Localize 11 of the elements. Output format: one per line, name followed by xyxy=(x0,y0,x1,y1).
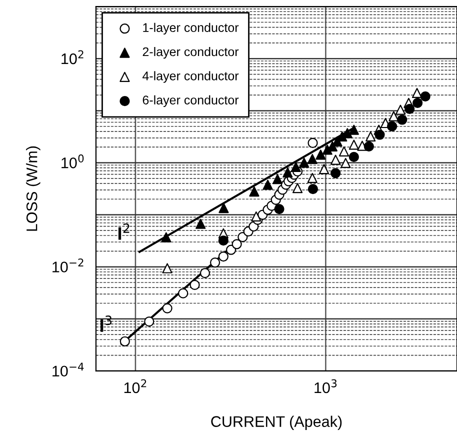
y-tick-label: 10$^{0}$ xyxy=(62,154,84,168)
y-tick-label: 10$^{−4}$ xyxy=(52,362,84,377)
y-tick-label: 10$^{−2}$ xyxy=(52,258,84,272)
legend-label: 6-layer conductor xyxy=(142,95,239,107)
legend-label: 4-layer conductor xyxy=(142,71,239,83)
x-tick-label: 10$^{3}$ xyxy=(314,379,337,394)
y-axis-title: LOSS (W/m) xyxy=(26,146,40,231)
x-axis-title: CURRENT (Apeak) xyxy=(211,416,342,430)
legend-label: 2-layer conductor xyxy=(142,46,239,59)
legend-label: 1-layer conductor xyxy=(143,22,239,34)
y-tick-label: 10$^{2}$ xyxy=(62,50,84,64)
